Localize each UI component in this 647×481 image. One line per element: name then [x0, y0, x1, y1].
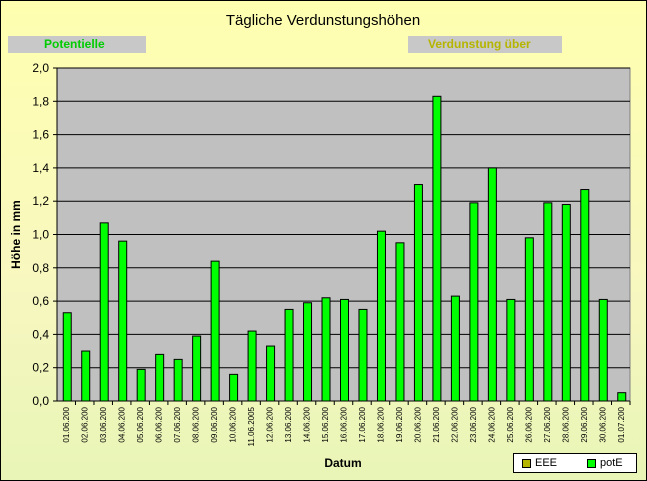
right-overlay-label: Verdunstung über: [408, 36, 562, 53]
x-tick-label: 15.06.200: [321, 406, 330, 442]
x-tick-label: 23.06.200: [469, 406, 478, 442]
y-tick-label: 0,0: [32, 394, 49, 408]
x-tick-label: 09.06.200: [210, 406, 219, 442]
bar-pote: [340, 298, 349, 402]
legend-label-pote: potE: [600, 457, 623, 469]
x-tick-label: 11.06.2005: [247, 406, 256, 446]
bar-pote: [395, 242, 405, 402]
legend-label-eee: EEE: [535, 457, 558, 469]
bar-pote: [229, 373, 239, 402]
bar-pote: [506, 298, 516, 402]
bar-pote: [450, 295, 460, 402]
left-overlay-label: Potentielle: [8, 36, 146, 53]
y-tick-label: 1,2: [32, 194, 49, 208]
x-tick-label: 21.06.200: [432, 406, 441, 442]
legend-swatch-eee: [522, 458, 531, 468]
y-tick-label: 2,0: [32, 61, 49, 75]
x-axis-label: Datum: [324, 456, 361, 470]
bar-pote: [81, 350, 91, 402]
x-tick-label: 10.06.200: [229, 406, 238, 442]
bar-pote: [524, 237, 534, 402]
x-tick-label: 19.06.200: [395, 406, 404, 442]
y-tick-label: 1,0: [32, 228, 49, 242]
bar-pote: [321, 297, 331, 402]
bar-pote: [561, 204, 571, 402]
x-tick-label: 08.06.200: [192, 406, 201, 442]
legend-item-eee: EEE: [522, 457, 579, 469]
y-tick-label: 0,8: [32, 261, 49, 275]
x-tick-label: 03.06.200: [99, 406, 108, 442]
x-tick-label: 07.06.200: [173, 406, 182, 442]
bar-pote: [598, 298, 608, 402]
bar-pote: [192, 335, 202, 402]
x-tick-label: 22.06.200: [450, 406, 459, 442]
bar-pote: [413, 184, 423, 402]
x-tick-label: 30.06.200: [598, 406, 607, 442]
y-tick-label: 0,6: [32, 294, 49, 308]
legend-swatch-pote: [587, 458, 597, 468]
bar-pote: [247, 330, 257, 402]
y-tick-label: 0,4: [32, 327, 49, 341]
y-tick-label: 1,8: [32, 94, 49, 108]
bar-pote: [173, 358, 183, 402]
legend: EEE potE: [513, 453, 637, 473]
y-axis-label: Höhe in mm: [9, 200, 23, 269]
bar-pote: [617, 392, 627, 402]
x-tick-label: 14.06.200: [303, 406, 312, 442]
bar-pote: [376, 230, 386, 402]
x-tick-label: 16.06.200: [340, 406, 349, 442]
x-tick-label: 02.06.200: [81, 406, 90, 442]
y-tick-label: 1,6: [32, 128, 49, 142]
x-tick-label: 05.06.200: [136, 406, 145, 442]
x-tick-label: 04.06.200: [118, 406, 127, 442]
x-tick-label: 26.06.200: [524, 406, 533, 442]
x-tick-label: 17.06.200: [358, 406, 367, 442]
bar-pote: [487, 167, 497, 402]
x-tick-label: 28.06.200: [561, 406, 570, 442]
bar-pote: [136, 368, 146, 402]
x-tick-label: 24.06.200: [487, 406, 496, 442]
chart-title: Tägliche Verdunstungshöhen: [226, 12, 420, 29]
x-tick-label: 27.06.200: [543, 406, 552, 442]
bar-pote: [284, 308, 294, 402]
bar-pote: [155, 353, 165, 402]
x-tick-label: 06.06.200: [155, 406, 164, 442]
x-tick-label: 25.06.200: [506, 406, 515, 442]
legend-item-pote: potE: [587, 457, 645, 469]
y-tick-label: 1,4: [32, 161, 49, 175]
x-tick-label: 12.06.200: [266, 406, 275, 442]
bar-pote: [266, 345, 276, 402]
bar-pote: [469, 202, 479, 402]
x-tick-label: 01.07.200: [617, 406, 626, 442]
x-tick-label: 29.06.200: [580, 406, 589, 442]
bar-pote: [210, 260, 220, 402]
x-tick-label: 01.06.200: [62, 406, 71, 442]
x-tick-label: 13.06.200: [284, 406, 293, 442]
bar-pote: [62, 312, 72, 402]
bar-pote: [118, 240, 128, 402]
bar-pote: [358, 308, 368, 402]
bar-pote: [432, 95, 442, 402]
x-tick-label: 20.06.200: [413, 406, 422, 442]
x-tick-label: 18.06.200: [376, 406, 385, 442]
bar-pote: [303, 302, 313, 402]
bar-pote: [99, 222, 109, 402]
y-tick-label: 0,2: [32, 361, 49, 375]
bar-pote: [543, 202, 553, 402]
bar-pote: [580, 189, 590, 402]
